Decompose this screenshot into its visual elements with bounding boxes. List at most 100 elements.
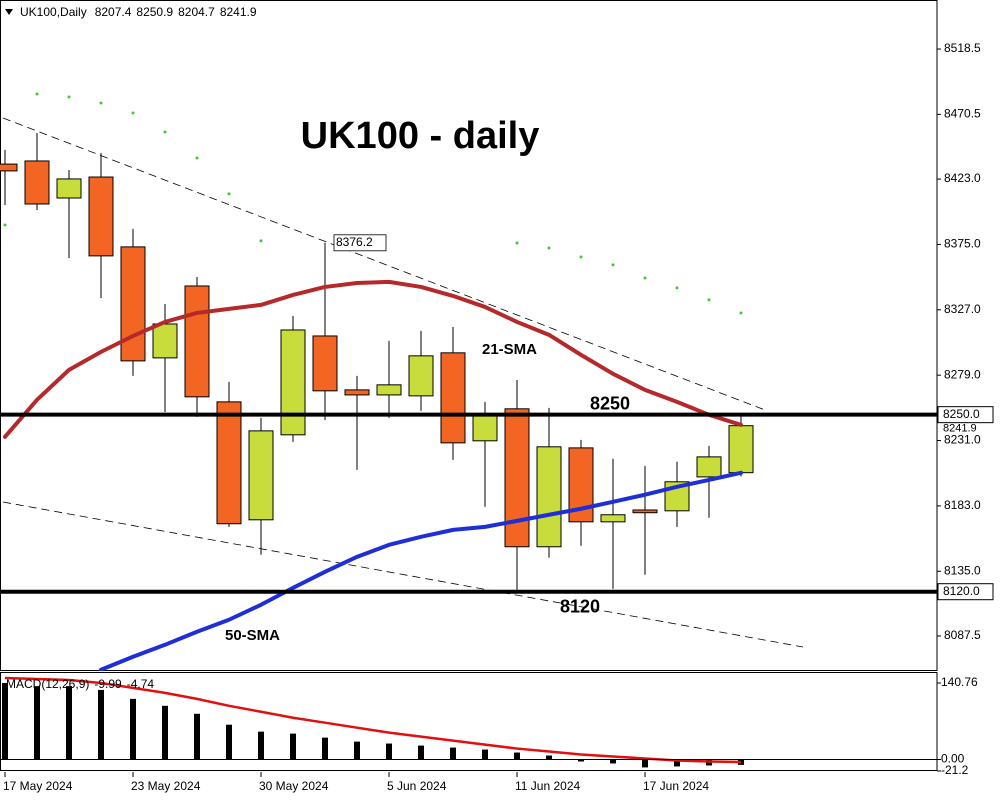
candle-body — [56, 178, 82, 199]
candle-body — [280, 329, 306, 436]
axis-label-box — [937, 583, 994, 601]
candle-body — [600, 514, 626, 523]
macd-bar — [354, 741, 360, 760]
sar-dot — [707, 298, 711, 302]
high-annotation: 8376.2 — [336, 235, 373, 249]
macd-bar — [738, 759, 744, 765]
y-tick-label: 0.00 — [941, 752, 965, 766]
x-tick-label: 5 Jun 2024 — [387, 779, 447, 793]
candle-body — [408, 355, 434, 397]
price-plot — [0, 92, 937, 671]
macd-bar — [66, 686, 72, 760]
candle-body — [248, 430, 274, 521]
macd-bar — [578, 759, 584, 762]
macd-bar — [322, 737, 328, 760]
macd-panel — [0, 672, 938, 771]
macd-bar — [482, 749, 488, 760]
low-value: 8204.7 — [178, 5, 215, 19]
macd-bar — [386, 743, 392, 760]
info-label: UK100,Daily 8207.4 8250.9 8204.7 8241.9 — [20, 5, 257, 19]
current-price-label: 8241.9 — [943, 423, 977, 435]
candle-body — [632, 509, 658, 514]
y-tick-label: 8327.0 — [944, 302, 981, 316]
sma-line — [99, 470, 743, 671]
axis-level-label: 8250.0 — [943, 407, 980, 421]
level-label: 8250 — [590, 393, 630, 413]
sar-dot — [195, 156, 199, 160]
x-tick-label: 30 May 2024 — [259, 779, 329, 793]
macd-bar — [674, 759, 680, 767]
macd-label: MACD(12,26,9) -9.99 -4.74 — [6, 677, 154, 691]
sar-dot — [35, 92, 39, 96]
signal-line — [4, 676, 742, 764]
high-value: 8250.9 — [136, 5, 173, 19]
macd-bar — [610, 759, 616, 764]
x-tick-label: 23 May 2024 — [131, 779, 201, 793]
macd-bar — [34, 686, 40, 760]
y-tick-label: 8279.0 — [944, 367, 981, 381]
macd-plot — [0, 676, 937, 768]
axes: 8518.5 8470.5 8423.0 8375.0 8327.0 8279.0 8231… — [3, 41, 994, 793]
chart-title: UK100 - daily — [301, 115, 540, 157]
y-tick-label: -21.2 — [941, 763, 969, 777]
candle-body — [504, 408, 530, 548]
candle-body — [216, 401, 242, 525]
y-tick-label: 8518.5 — [944, 41, 981, 55]
trendline — [2, 501, 804, 648]
macd-bar — [226, 724, 232, 760]
sar-dot — [259, 239, 263, 243]
candle-body — [0, 163, 18, 172]
sar-dot — [643, 276, 647, 280]
macd-bar — [642, 759, 648, 768]
sar-dot — [675, 286, 679, 290]
macd-bar — [290, 733, 296, 760]
macd-bar — [258, 731, 264, 760]
y-tick-label: 8183.0 — [944, 498, 981, 512]
candle-body — [536, 446, 562, 548]
candle-body — [376, 384, 402, 396]
menu-arrow — [5, 9, 13, 15]
sar-dot — [67, 95, 71, 99]
candle-body — [24, 160, 50, 205]
x-tick-label: 17 May 2024 — [3, 779, 73, 793]
y-tick-label: 8135.0 — [944, 563, 981, 577]
close-value: 8241.9 — [220, 5, 257, 19]
candle-body — [152, 323, 178, 359]
sar-dot — [3, 223, 7, 227]
y-tick-label: 8087.5 — [944, 628, 981, 642]
y-tick-label: 8375.0 — [944, 237, 981, 251]
candle-body — [312, 335, 338, 392]
candle-body — [728, 425, 754, 474]
candle-body — [184, 285, 210, 398]
macd-bar — [450, 747, 456, 760]
axis-level-label: 8120.0 — [943, 584, 980, 598]
candle-body — [344, 389, 370, 396]
trendline — [2, 117, 766, 411]
y-tick-label: 8231.0 — [944, 433, 981, 447]
sar-dot — [227, 192, 231, 196]
sma-line — [3, 279, 743, 439]
sar-dot — [131, 111, 135, 115]
y-tick-label: 8423.0 — [944, 171, 981, 185]
macd-bar — [194, 713, 200, 760]
macd-bar — [2, 682, 8, 760]
macd-name: MACD(12,26,9) — [6, 677, 89, 691]
candle-body — [440, 352, 466, 444]
sar-dot — [611, 263, 615, 267]
y-tick-label: 8470.5 — [944, 107, 981, 121]
y-tick-label: 140.76 — [941, 675, 978, 689]
candle-body — [472, 413, 498, 442]
x-tick-label: 17 Jun 2024 — [643, 779, 709, 793]
open-value: 8207.4 — [95, 5, 132, 19]
macd-bar — [418, 745, 424, 760]
signal-value: -4.74 — [127, 677, 155, 691]
level-label: 8120 — [560, 596, 600, 616]
annotation-box — [333, 234, 387, 252]
sar-dot — [163, 130, 167, 134]
sar-dot — [579, 255, 583, 259]
sar-dot — [547, 246, 551, 250]
sma-label: 50-SMA — [225, 627, 280, 644]
sar-dot — [99, 101, 103, 105]
sar-dot — [515, 241, 519, 245]
